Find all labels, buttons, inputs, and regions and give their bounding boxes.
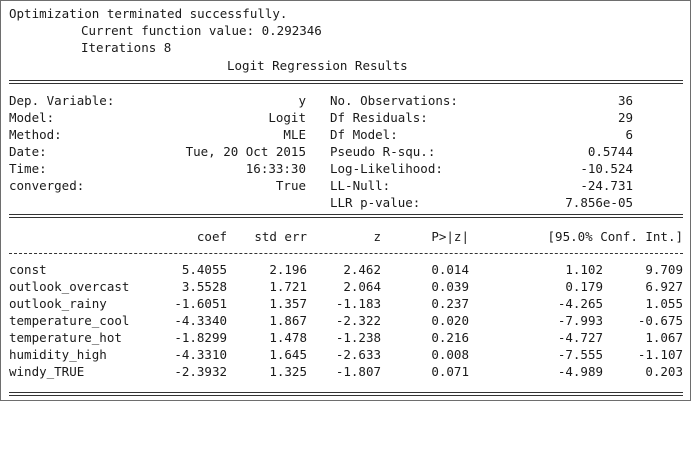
- ci-low-value: 1.102: [565, 262, 603, 277]
- double-separator: [9, 80, 683, 84]
- column-header-z: z: [373, 229, 381, 244]
- summary-value: 16:33:30: [245, 161, 306, 176]
- variable-name: temperature_hot: [9, 330, 122, 345]
- summary-value: True: [275, 178, 306, 193]
- column-header-coef: coef: [196, 229, 227, 244]
- p-value: 0.008: [431, 347, 469, 362]
- ci-low-value: -7.993: [557, 313, 603, 328]
- column-header-conf-int: [95.0% Conf. Int.]: [547, 229, 683, 244]
- variable-name: const: [9, 262, 47, 277]
- summary-value: 6: [625, 127, 633, 142]
- table-row: temperature_hot -1.8299 1.478 -1.238 0.216 -4…: [9, 329, 683, 346]
- summary-label: Method:: [9, 127, 62, 142]
- summary-label: Df Model:: [330, 127, 398, 142]
- p-value: 0.039: [431, 279, 469, 294]
- p-value: 0.237: [431, 296, 469, 311]
- z-value: -2.322: [335, 313, 381, 328]
- z-value: -2.633: [335, 347, 381, 362]
- summary-label: Dep. Variable:: [9, 93, 115, 108]
- column-header-p: P>|z|: [431, 229, 469, 244]
- z-value: 2.462: [343, 262, 381, 277]
- coef-value: -4.3310: [174, 347, 227, 362]
- summary-value: 36: [617, 93, 633, 108]
- ci-low-value: -4.265: [557, 296, 603, 311]
- summary-label: Model:: [9, 110, 55, 125]
- summary-value: 0.5744: [587, 144, 633, 159]
- summary-label: No. Observations:: [330, 93, 458, 108]
- variable-name: humidity_high: [9, 347, 107, 362]
- variable-name: outlook_rainy: [9, 296, 107, 311]
- std-err-value: 2.196: [269, 262, 307, 277]
- ci-low-value: -4.727: [557, 330, 603, 345]
- summary-value: -10.524: [580, 161, 633, 176]
- summary-value: Tue, 20 Oct 2015: [185, 144, 306, 159]
- summary-value: MLE: [283, 127, 306, 142]
- z-value: -1.183: [335, 296, 381, 311]
- ci-high-value: 6.927: [645, 279, 683, 294]
- ci-low-value: -7.555: [557, 347, 603, 362]
- z-value: -1.807: [335, 364, 381, 379]
- ci-low-value: -4.989: [557, 364, 603, 379]
- summary-label: LL-Null:: [330, 178, 391, 193]
- variable-name: temperature_cool: [9, 313, 130, 328]
- double-separator: [9, 392, 683, 396]
- summary-label: Df Residuals:: [330, 110, 428, 125]
- summary-label: LLR p-value:: [330, 195, 421, 210]
- summary-label: Log-Likelihood:: [330, 161, 443, 176]
- summary-value: y: [298, 93, 306, 108]
- std-err-value: 1.478: [269, 330, 307, 345]
- ci-high-value: -1.107: [637, 347, 683, 362]
- table-row: outlook_rainy -1.6051 1.357 -1.183 0.237 -4.2…: [9, 295, 683, 312]
- ci-high-value: 1.067: [645, 330, 683, 345]
- variable-name: outlook_overcast: [9, 279, 130, 294]
- std-err-value: 1.721: [269, 279, 307, 294]
- std-err-value: 1.867: [269, 313, 307, 328]
- status-text: Optimization terminated successfully.: [9, 6, 288, 21]
- summary-value: Logit: [268, 110, 306, 125]
- p-value: 0.014: [431, 262, 469, 277]
- coef-table-header: coef std err z P>|z| [95.0% Conf. Int.]: [9, 228, 683, 245]
- table-row: outlook_overcast 3.5528 1.721 2.064 0.039 0.1…: [9, 278, 683, 295]
- summary-value: 7.856e-05: [565, 195, 633, 210]
- std-err-value: 1.357: [269, 296, 307, 311]
- coef-value: -1.6051: [174, 296, 227, 311]
- summary-value: -24.731: [580, 178, 633, 193]
- z-value: 2.064: [343, 279, 381, 294]
- ci-high-value: 1.055: [645, 296, 683, 311]
- ci-high-value: 9.709: [645, 262, 683, 277]
- coef-value: 3.5528: [181, 279, 227, 294]
- summary-label: Pseudo R-squ.:: [330, 144, 436, 159]
- variable-name: windy_TRUE: [9, 364, 85, 379]
- z-value: -1.238: [335, 330, 381, 345]
- summary-value: 29: [617, 110, 633, 125]
- summary-label: Date:: [9, 144, 47, 159]
- iterations: Iterations 8: [81, 40, 172, 55]
- table-row: const 5.4055 2.196 2.462 0.014 1.102 9.709: [9, 261, 683, 278]
- p-value: 0.071: [431, 364, 469, 379]
- coef-value: -4.3340: [174, 313, 227, 328]
- ci-low-value: 0.179: [565, 279, 603, 294]
- column-header-std-err: std err: [254, 229, 307, 244]
- coef-value: 5.4055: [181, 262, 227, 277]
- summary-label: converged:: [9, 178, 85, 193]
- coef-value: -2.3932: [174, 364, 227, 379]
- table-row: temperature_cool -4.3340 1.867 -2.322 0.020 -…: [9, 312, 683, 329]
- std-err-value: 1.645: [269, 347, 307, 362]
- double-separator: [9, 214, 683, 218]
- results-title: Logit Regression Results: [227, 58, 408, 73]
- ci-high-value: 0.203: [645, 364, 683, 379]
- current-function-value: Current function value: 0.292346: [81, 23, 322, 38]
- coef-value: -1.8299: [174, 330, 227, 345]
- dashed-separator: [9, 253, 683, 254]
- table-row: windy_TRUE -2.3932 1.325 -1.807 0.071 -4.989 0…: [9, 363, 683, 380]
- console-output: Optimization terminated successfully. Cu…: [0, 0, 691, 401]
- p-value: 0.216: [431, 330, 469, 345]
- std-err-value: 1.325: [269, 364, 307, 379]
- p-value: 0.020: [431, 313, 469, 328]
- summary-label: Time:: [9, 161, 47, 176]
- ci-high-value: -0.675: [637, 313, 683, 328]
- table-row: humidity_high -4.3310 1.645 -2.633 0.008 -7.5…: [9, 346, 683, 363]
